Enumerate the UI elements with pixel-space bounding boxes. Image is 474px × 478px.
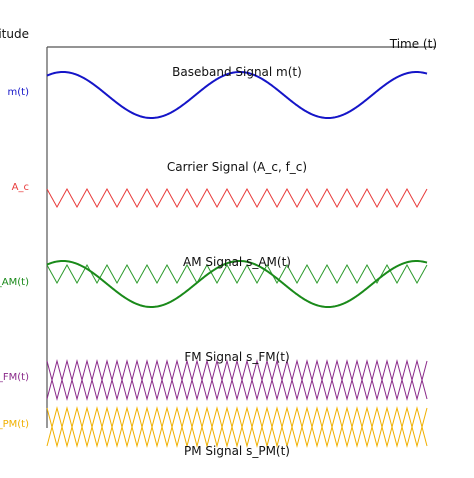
am-signal-title: AM Signal s_AM(t) <box>183 255 291 269</box>
carrier-side-label: A_c <box>12 182 29 193</box>
x-axis-label: Time (t) <box>389 37 437 51</box>
fm-signal-waveform-lower <box>46 359 428 401</box>
carrier-signal-waveform <box>46 187 428 209</box>
carrier-signal-title: Carrier Signal (A_c, f_c) <box>167 160 307 174</box>
fm-signal-waveform-upper <box>46 359 428 401</box>
baseband-signal-waveform <box>46 70 428 120</box>
pm-signal-waveform-lower <box>46 406 428 448</box>
baseband-side-label: m(t) <box>8 87 30 98</box>
pm-signal-waveform-upper <box>46 406 428 448</box>
y-axis-label: Amplitude <box>0 27 29 41</box>
fm-side-label: s_FM(t) <box>0 372 29 383</box>
pm-side-label: s_PM(t) <box>0 419 29 430</box>
baseband-signal-title: Baseband Signal m(t) <box>172 65 302 79</box>
fm-signal-title: FM Signal s_FM(t) <box>184 350 289 364</box>
am-signal-carrier-waveform <box>46 263 428 285</box>
pm-signal-title: PM Signal s_PM(t) <box>184 444 290 458</box>
am-side-label: s_AM(t) <box>0 277 29 288</box>
am-signal-envelope-waveform <box>46 259 428 309</box>
